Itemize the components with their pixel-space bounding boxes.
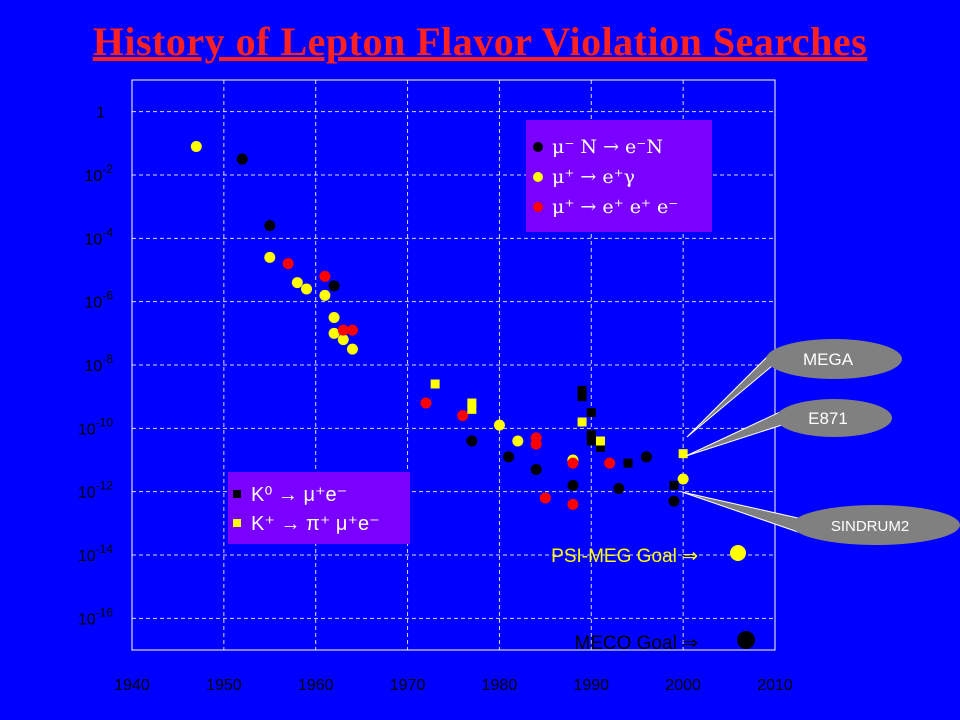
legend-label-mu_N_eN: μ⁻ N → e⁻N bbox=[552, 136, 663, 158]
point-mu_eee bbox=[346, 324, 358, 336]
legend-label-mu_egamma: μ⁺ → e⁺γ bbox=[552, 166, 635, 188]
x-tick-label: 1960 bbox=[298, 677, 334, 694]
point-mu_eee bbox=[337, 324, 349, 336]
point-mu_egamma bbox=[493, 419, 505, 431]
point-mu_egamma bbox=[291, 277, 303, 289]
callout-label: E871 bbox=[808, 409, 848, 428]
goal-marker bbox=[737, 631, 755, 649]
point-K0 bbox=[623, 458, 633, 468]
y-axis: 1 10-2 10-4 10-6 10-8 10-10 10-12 10-14 10-16 bbox=[78, 105, 113, 629]
callout-bubble bbox=[776, 399, 892, 437]
experiment-callouts: MEGA E871 SINDRUM2 bbox=[681, 339, 960, 545]
point-mu_N_eN bbox=[466, 435, 478, 447]
point-mu_N_eN bbox=[668, 495, 680, 507]
point-Kplus bbox=[678, 449, 688, 459]
x-tick-label: 2010 bbox=[757, 677, 793, 694]
callout-label: SINDRUM2 bbox=[831, 518, 909, 535]
legend-label-mu_eee: μ⁺ → e⁺ e⁺ e⁻ bbox=[552, 196, 678, 218]
y-tick-label: 10-8 bbox=[85, 352, 114, 375]
y-tick-label: 10-16 bbox=[78, 605, 113, 628]
legend-marker-mu_N_eN bbox=[533, 142, 543, 152]
y-tick-label: 10-14 bbox=[78, 542, 113, 565]
y-tick-label: 10-2 bbox=[85, 162, 114, 185]
x-tick-label: 1940 bbox=[114, 677, 150, 694]
point-mu_eee bbox=[530, 438, 542, 450]
point-mu_egamma bbox=[190, 141, 202, 152]
legend-marker-K0 bbox=[233, 490, 241, 498]
point-mu_egamma bbox=[328, 312, 340, 323]
legend-label-K0: K⁰ → μ⁺e⁻ bbox=[251, 484, 347, 506]
point-mu_N_eN bbox=[264, 220, 276, 232]
point-Kplus bbox=[467, 398, 477, 408]
chart-title: History of Lepton Flavor Violation Searc… bbox=[92, 19, 868, 64]
point-mu_N_eN bbox=[236, 153, 248, 165]
point-K0 bbox=[669, 480, 679, 490]
x-tick-label: 1950 bbox=[206, 677, 242, 694]
x-tick-label: 1970 bbox=[390, 677, 426, 694]
point-Kplus bbox=[467, 404, 477, 414]
x-tick-label: 1990 bbox=[573, 677, 609, 694]
point-mu_N_eN bbox=[328, 280, 340, 292]
goal-label: MECO Goal ⇒ bbox=[574, 633, 698, 654]
point-K0 bbox=[577, 392, 587, 402]
y-tick-label: 1 bbox=[96, 105, 105, 122]
point-mu_N_eN bbox=[503, 451, 515, 463]
point-Kplus bbox=[577, 417, 587, 427]
point-mu_eee bbox=[567, 457, 579, 469]
legend-kaon-box bbox=[228, 472, 410, 544]
point-mu_egamma bbox=[301, 283, 313, 295]
point-mu_eee bbox=[319, 270, 331, 282]
point-mu_egamma bbox=[319, 289, 331, 301]
x-axis: 1940 1950 1960 1970 1980 1990 2000 2010 bbox=[114, 677, 793, 694]
legend-label-Kplus: K⁺ → π⁺ μ⁺e⁻ bbox=[251, 513, 380, 535]
point-mu_egamma bbox=[264, 251, 276, 263]
legend-marker-mu_eee bbox=[533, 202, 543, 212]
point-K0 bbox=[577, 385, 587, 395]
callout-bubble bbox=[766, 339, 902, 379]
legend-muon-decays: μ⁻ N → e⁻N μ⁺ → e⁺γ μ⁺ → e⁺ e⁺ e⁻ bbox=[526, 120, 712, 232]
point-mu_egamma bbox=[677, 473, 689, 485]
point-mu_egamma bbox=[346, 343, 358, 355]
callout-bubble bbox=[792, 505, 960, 545]
callout-pointer bbox=[681, 491, 799, 533]
point-mu_eee bbox=[567, 498, 579, 510]
point-mu_eee bbox=[420, 397, 432, 409]
callout-label: MEGA bbox=[803, 350, 854, 369]
data-points bbox=[190, 141, 689, 510]
x-tick-label: 2000 bbox=[665, 677, 701, 694]
point-mu_eee bbox=[282, 258, 294, 270]
point-Kplus bbox=[595, 436, 605, 446]
point-mu_N_eN bbox=[567, 479, 579, 491]
goal-label: PSI-MEG Goal ⇒ bbox=[551, 546, 698, 567]
point-mu_eee bbox=[604, 457, 616, 469]
y-tick-label: 10-10 bbox=[78, 415, 113, 438]
legend-kaon-decays: K⁰ → μ⁺e⁻ K⁺ → π⁺ μ⁺e⁻ bbox=[228, 472, 410, 544]
point-mu_egamma bbox=[328, 327, 340, 339]
y-tick-label: 10-12 bbox=[78, 479, 113, 502]
point-mu_N_eN bbox=[613, 483, 625, 494]
point-K0 bbox=[595, 442, 605, 452]
point-mu_eee bbox=[457, 410, 469, 422]
goal-marker bbox=[730, 545, 746, 561]
point-mu_egamma bbox=[512, 435, 524, 447]
point-mu_N_eN bbox=[530, 464, 542, 475]
point-K0 bbox=[586, 430, 596, 440]
point-mu_eee bbox=[539, 492, 551, 504]
point-K0 bbox=[586, 408, 596, 417]
x-tick-label: 1980 bbox=[482, 677, 518, 694]
point-K0 bbox=[586, 436, 596, 446]
y-tick-label: 10-4 bbox=[85, 225, 114, 248]
point-Kplus bbox=[430, 379, 440, 389]
legend-marker-Kplus bbox=[233, 519, 241, 527]
legend-muon-box bbox=[526, 120, 712, 232]
point-mu_N_eN bbox=[640, 451, 652, 463]
point-mu_egamma bbox=[337, 334, 349, 346]
y-tick-label: 10-6 bbox=[85, 289, 114, 312]
experiment-goals: PSI-MEG Goal ⇒ MECO Goal ⇒ bbox=[551, 545, 755, 654]
legend-marker-mu_egamma bbox=[533, 172, 543, 182]
callout-pointer bbox=[685, 410, 783, 457]
